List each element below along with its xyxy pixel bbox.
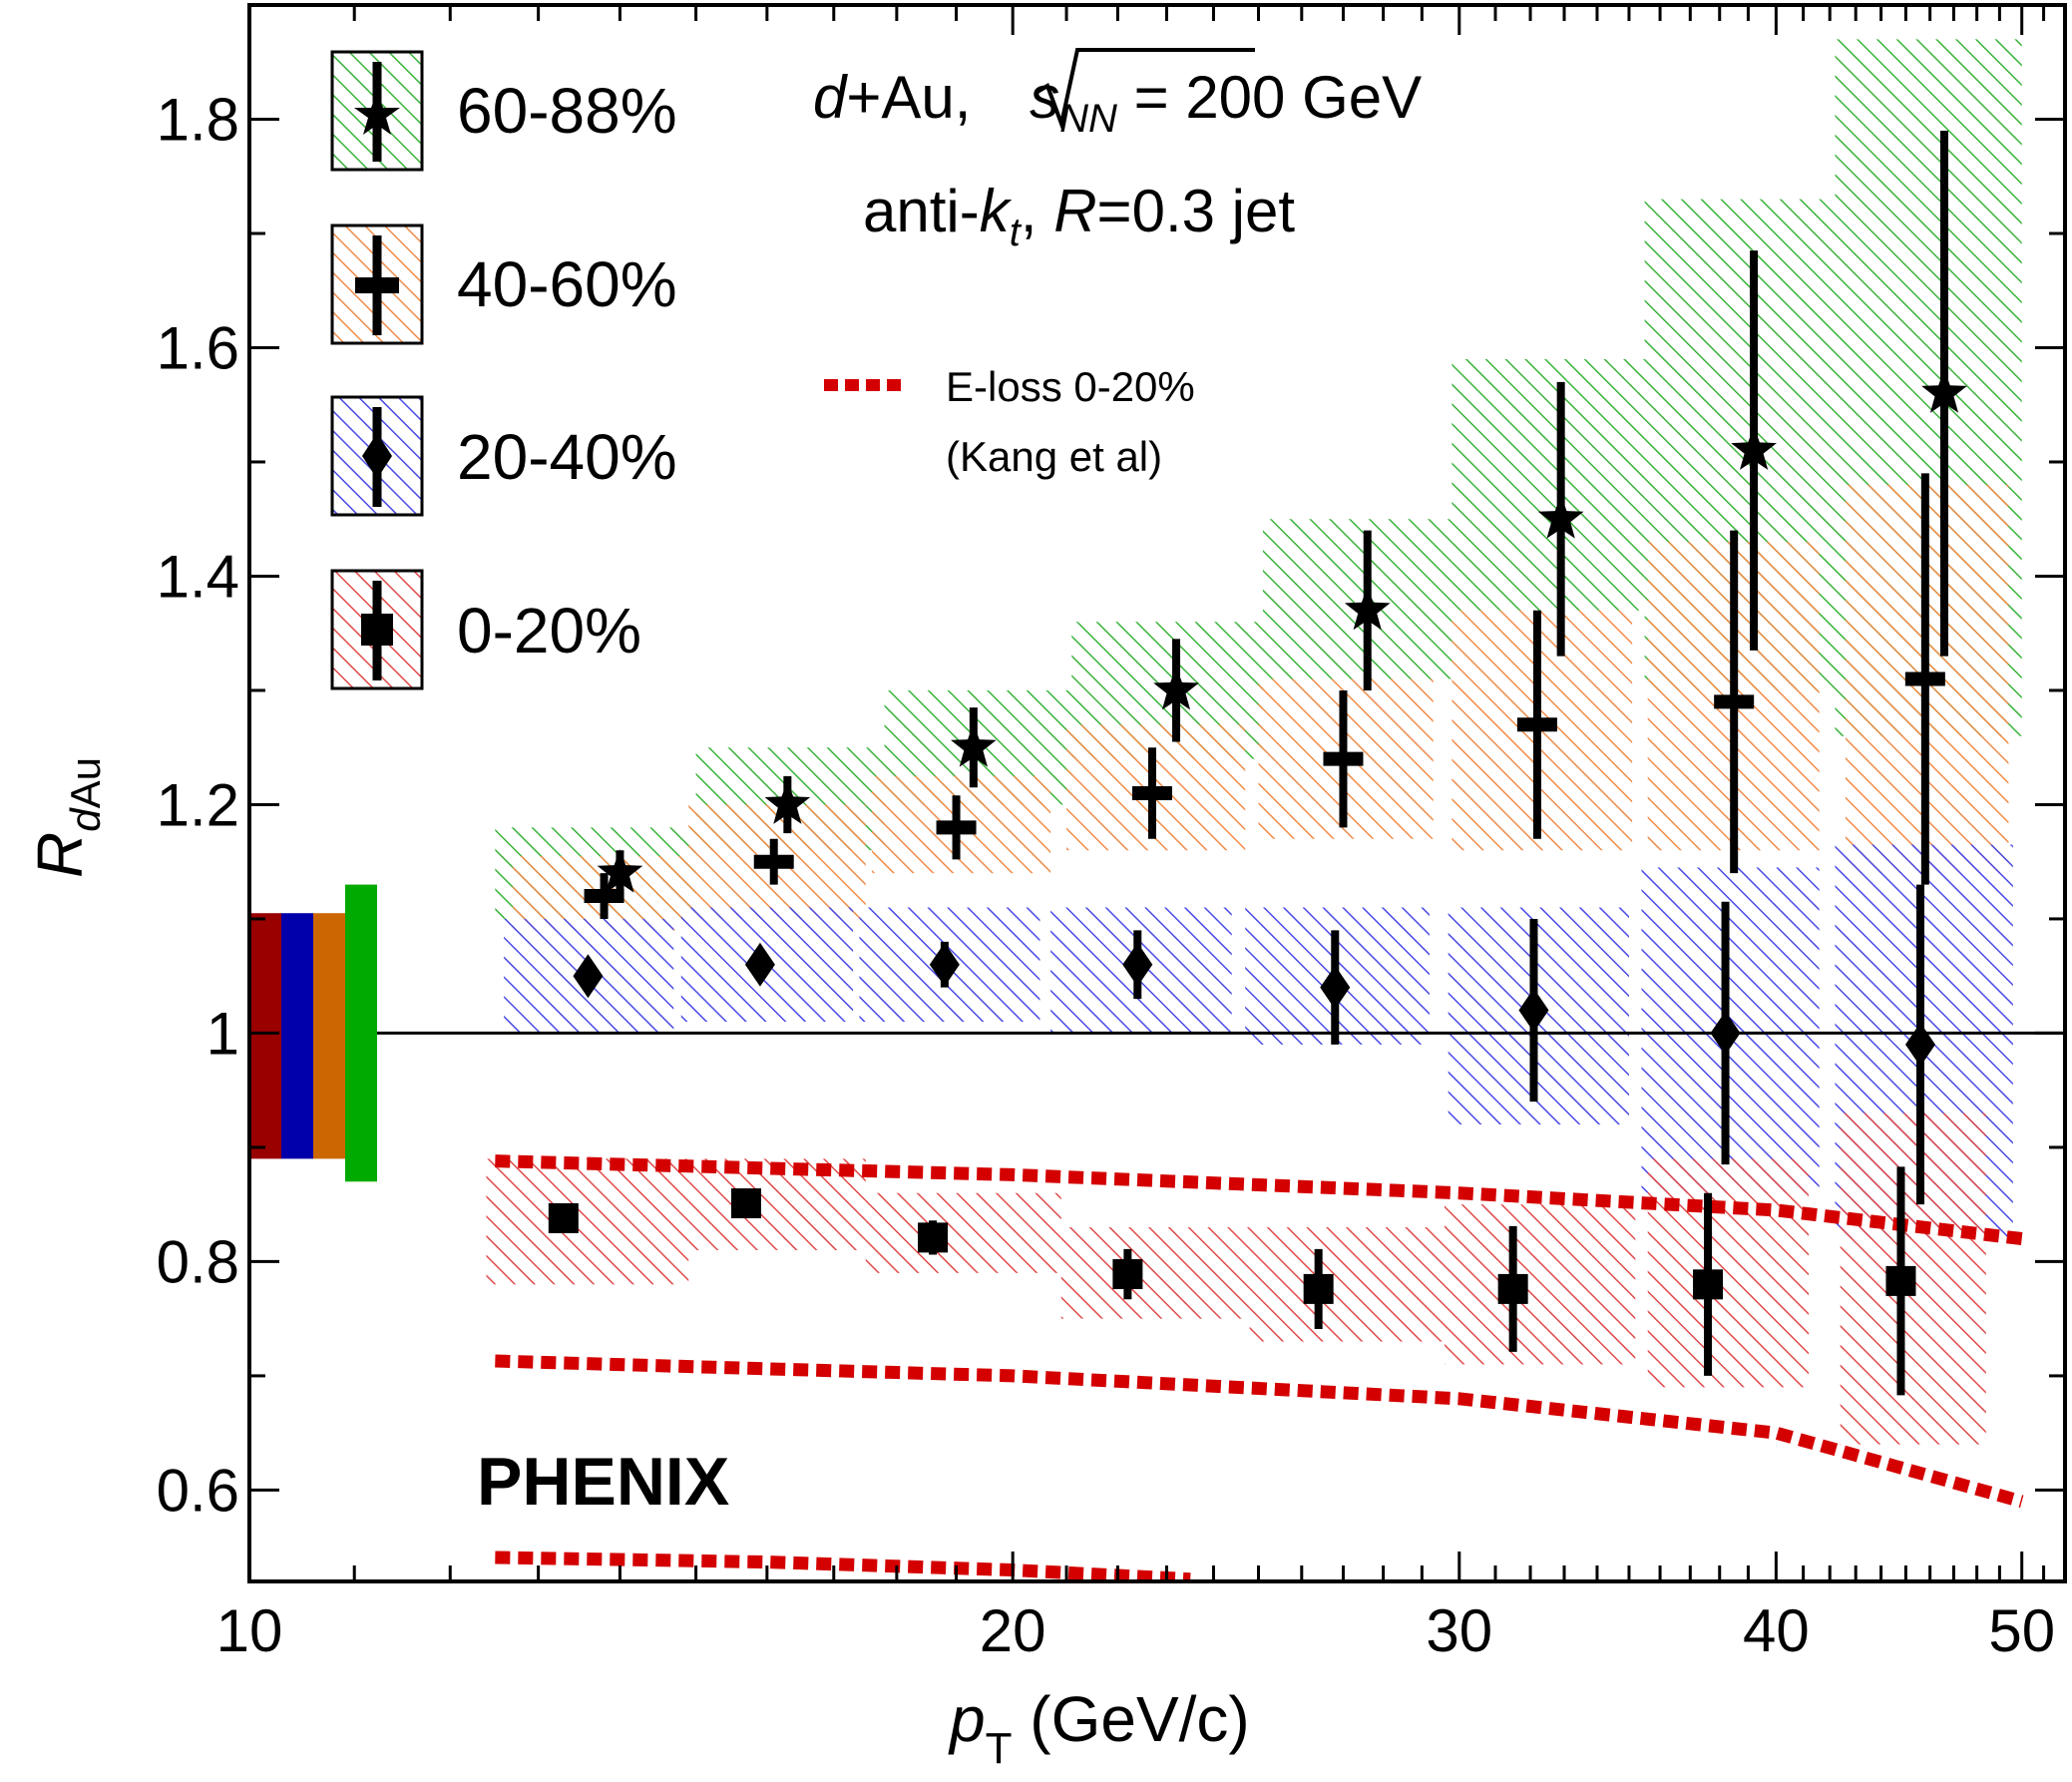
marker-star-2: [951, 723, 997, 767]
eloss-curve-2: [495, 1551, 1191, 1581]
marker-star-3: [1153, 667, 1199, 710]
legend: 60-88% 40-60% 20-40% 0-20%: [330, 50, 677, 690]
marker-star-4: [1344, 586, 1391, 631]
marker-square-1: [730, 1188, 761, 1219]
marker-star-0: [597, 849, 643, 893]
marker-star-6: [1731, 426, 1777, 470]
sys-band-star-5: [1451, 358, 1645, 611]
legend-label-0-20: 0-20%: [457, 595, 641, 667]
marker-diamond-5: [1518, 988, 1549, 1033]
systematic-bands: [486, 39, 2022, 1445]
x-tick-label-50: 50: [1988, 1597, 2055, 1664]
x-axis-title: pT (GeV/c): [948, 1683, 1250, 1773]
legend-entry-40-60: 40-60%: [330, 223, 677, 345]
marker-star-7: [1921, 369, 1967, 413]
marker-square-0: [548, 1202, 579, 1233]
eloss-curve-0: [495, 1154, 2023, 1245]
plot-frame: [247, 3, 2067, 1583]
sys-band-square-2: [865, 1192, 1061, 1273]
legend-label-40-60: 40-60%: [457, 248, 677, 320]
sys-band-star-4: [1262, 519, 1452, 679]
eloss-curve-1: [495, 1354, 2024, 1509]
sys-band-square-5: [1444, 1204, 1636, 1365]
normalization-boxes: [249, 884, 377, 1182]
axis-ticks: [247, 5, 2065, 1581]
jet-algorithm: anti-kt, R=0.3 jet: [863, 178, 1295, 254]
norm-box-3: [345, 884, 377, 1182]
y-tick-label-0.6: 0.6: [157, 1457, 239, 1524]
experiment-label: PHENIX: [477, 1444, 729, 1520]
legend-entry-60-88: 60-88%: [330, 50, 677, 172]
marker-square-6: [1693, 1269, 1724, 1300]
x-tick-label-30: 30: [1426, 1597, 1492, 1664]
marker-square-2: [918, 1222, 949, 1253]
legend-label-20-40: 20-40%: [457, 421, 677, 493]
y-tick-label-1.4: 1.4: [157, 543, 239, 610]
marker-diamond-4: [1320, 965, 1351, 1010]
star-marker-icon: [354, 92, 400, 135]
y-tick-label-1.2: 1.2: [157, 771, 239, 838]
marker-diamond-7: [1905, 1022, 1936, 1067]
norm-box-1: [281, 913, 313, 1159]
sys-band-square-4: [1249, 1227, 1445, 1342]
legend-entry-0-20: 0-20%: [330, 569, 641, 690]
marker-diamond-2: [929, 942, 960, 987]
sqrt-sign: [1036, 48, 1255, 132]
sys-band-square-3: [1060, 1227, 1250, 1319]
tick-labels: 10 20 30 40 50 0.6 0.8 1 1.2 1.4 1.6 1.8: [157, 86, 2056, 1664]
collision-annotation: d+Au, sNN = 200 GeV anti-kt, R=0.3 jet: [813, 48, 1422, 254]
square-marker-icon: [361, 614, 393, 646]
marker-square-4: [1303, 1273, 1334, 1304]
marker-square-3: [1112, 1259, 1143, 1290]
y-tick-label-0.8: 0.8: [157, 1228, 239, 1295]
marker-diamond-0: [573, 954, 604, 999]
data-points: [548, 130, 1967, 1396]
y-axis-title: RdAu: [24, 757, 109, 878]
x-tick-label-40: 40: [1743, 1597, 1810, 1664]
y-tick-label-1.6: 1.6: [157, 314, 239, 381]
x-tick-label-20: 20: [980, 1597, 1046, 1664]
eloss-theory-curves: [495, 1154, 2024, 1581]
theory-reference: (Kang et al): [946, 433, 1162, 480]
theory-legend: E-loss 0-20% (Kang et al): [824, 363, 1195, 480]
norm-box-0: [249, 913, 281, 1159]
legend-entry-20-40: 20-40%: [330, 395, 677, 517]
marker-diamond-6: [1710, 1011, 1741, 1056]
x-tick-label-10: 10: [216, 1597, 283, 1664]
legend-label-60-88: 60-88%: [457, 75, 677, 147]
theory-label: E-loss 0-20%: [946, 363, 1195, 410]
marker-diamond-3: [1122, 942, 1153, 987]
diamond-marker-icon: [362, 433, 392, 479]
y-tick-label-1.8: 1.8: [157, 86, 239, 153]
y-tick-label-1: 1: [207, 1000, 239, 1067]
sys-band-square-0: [486, 1158, 689, 1285]
marker-square-5: [1497, 1273, 1528, 1304]
marker-star-5: [1537, 495, 1584, 539]
norm-box-2: [313, 913, 345, 1159]
marker-diamond-1: [744, 942, 775, 987]
marker-star-1: [764, 780, 811, 824]
collision-system: d+Au, sNN = 200 GeV: [813, 64, 1422, 141]
marker-square-7: [1885, 1265, 1916, 1296]
sys-band-square-6: [1647, 1158, 1809, 1388]
